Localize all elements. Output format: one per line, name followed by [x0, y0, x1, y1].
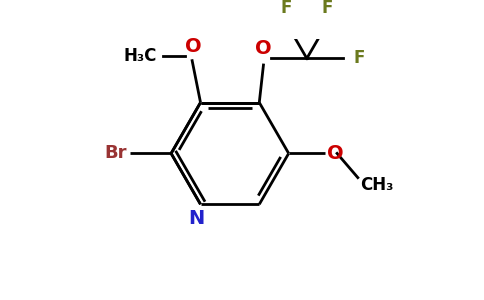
Text: N: N: [188, 208, 204, 228]
Text: O: O: [185, 37, 202, 56]
Text: F: F: [353, 50, 365, 68]
Text: O: O: [327, 144, 343, 163]
Text: CH₃: CH₃: [361, 176, 394, 194]
Text: O: O: [255, 39, 272, 58]
Text: H₃C: H₃C: [124, 47, 157, 65]
Text: F: F: [322, 0, 333, 17]
Text: F: F: [280, 0, 292, 17]
Text: Br: Br: [105, 144, 127, 162]
